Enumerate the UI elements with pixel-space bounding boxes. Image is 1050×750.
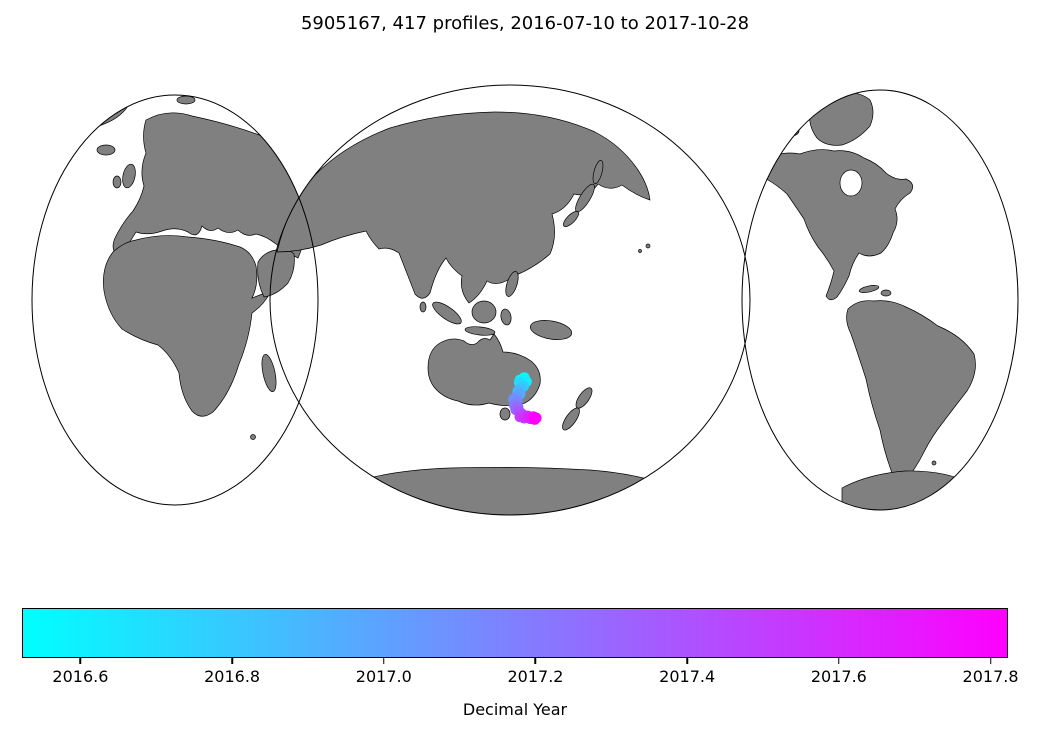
island-madagascar	[261, 354, 277, 392]
island-sumatra	[432, 301, 462, 325]
figure-title: 5905167, 417 profiles, 2016-07-10 to 201…	[300, 13, 750, 34]
island-hispaniola	[880, 289, 892, 297]
island-iceland	[96, 144, 116, 156]
island-philippines	[505, 271, 519, 297]
continent-africa	[103, 235, 272, 417]
island-britain	[122, 163, 136, 189]
map-lobe-2-outline	[269, 84, 751, 516]
continent-australia	[427, 333, 541, 406]
colorbar-axis-label: Decimal Year	[462, 700, 568, 719]
island-java	[464, 326, 496, 336]
colorbar-tick-label: 2017.6	[810, 667, 867, 686]
profile-dots	[508, 372, 542, 425]
island-sri-lanka	[419, 301, 427, 313]
island-borneo	[471, 300, 497, 324]
peninsula-arabia	[257, 249, 295, 298]
colorbar-tick-mark	[989, 658, 992, 664]
island-kerguelen	[250, 434, 256, 440]
island-hawaii-2	[638, 249, 642, 253]
island-japan-south	[563, 211, 579, 227]
colorbar-tick-mark	[838, 658, 840, 664]
colorbar-tick-label: 2017.0	[355, 667, 412, 686]
profile-dot	[529, 413, 541, 425]
island-svalbard	[176, 95, 196, 105]
map-lobe-1-land	[54, 95, 309, 440]
colorbar-ticks: 2016.6 2016.8 2017.0 2017.2 2017.4 2017.6 2017…	[22, 658, 1019, 700]
colorbar-tick-mark	[383, 658, 385, 664]
colorbar-tick-mark	[231, 658, 233, 664]
colorbar-tick-mark	[79, 658, 82, 664]
colorbar-tick-label: 2017.2	[507, 667, 564, 686]
continent-antarctica-center	[347, 466, 669, 515]
island-arctic-1	[782, 125, 800, 137]
hudson-bay	[839, 169, 863, 197]
island-new-zealand-south	[562, 407, 580, 431]
map-lobe-3-land	[760, 91, 976, 510]
island-tasmania	[499, 407, 511, 421]
map-lobe-1-outline	[31, 94, 319, 506]
island-sulawesi	[500, 308, 512, 326]
continent-asia	[276, 111, 651, 304]
continent-south-america	[846, 300, 976, 483]
map-lobe-3-ocean	[742, 90, 1018, 510]
island-sakhalin	[592, 160, 604, 184]
island-hawaii-1	[645, 243, 651, 249]
island-new-guinea	[529, 320, 573, 340]
island-falkland	[931, 460, 937, 466]
island-cuba	[858, 285, 880, 293]
colorbar-tick-mark	[534, 658, 537, 664]
colorbar	[22, 608, 1008, 658]
colorbar-tick-label: 2016.6	[52, 667, 109, 686]
colorbar-tick-label: 2017.8	[962, 667, 1019, 686]
colorbar-tick-label: 2016.8	[204, 667, 261, 686]
colorbar-tick-label: 2017.4	[659, 667, 716, 686]
continent-north-america	[760, 149, 914, 301]
colorbar-tick-mark	[686, 658, 688, 664]
island-ireland	[112, 175, 122, 189]
island-arctic-2	[796, 112, 810, 122]
map-lobe-3-outline	[741, 89, 1019, 511]
